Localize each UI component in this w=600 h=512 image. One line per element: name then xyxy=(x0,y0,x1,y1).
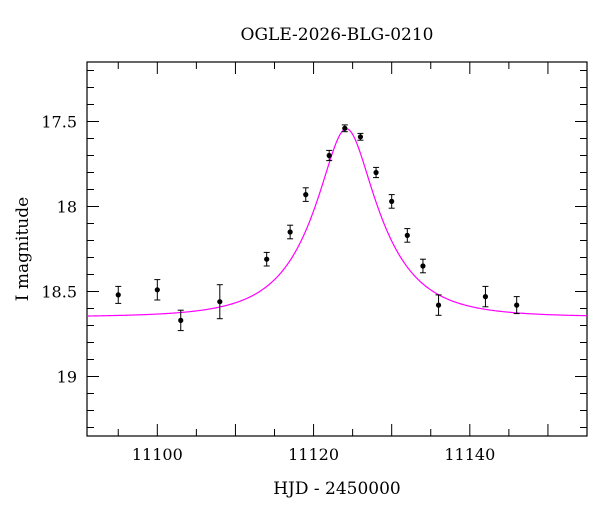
data-point xyxy=(419,258,426,274)
data-point xyxy=(326,149,333,162)
data-point xyxy=(357,132,364,141)
data-point xyxy=(404,228,411,243)
y-tick-label: 17.5 xyxy=(41,113,77,132)
plot-frame xyxy=(86,61,588,437)
data-point xyxy=(287,224,294,240)
y-tick-label: 19 xyxy=(57,368,77,387)
y-tick-label: 18.5 xyxy=(41,283,77,302)
y-tick-label: 18 xyxy=(57,198,77,217)
data-point xyxy=(388,194,395,209)
data-point xyxy=(341,124,348,133)
x-axis-label: HJD - 2450000 xyxy=(273,479,401,499)
data-point xyxy=(216,284,223,320)
model-curve xyxy=(86,128,588,317)
data-point xyxy=(302,187,309,202)
data-point xyxy=(373,166,380,179)
tick-labels: 11100 11120 11140 17.5 18 18.5 19 xyxy=(41,113,495,465)
axis-ticks xyxy=(87,62,588,436)
y-axis-label: I magnitude xyxy=(13,197,33,301)
data-point xyxy=(435,294,442,316)
x-tick-label: 11140 xyxy=(444,445,495,464)
data-point xyxy=(513,296,520,315)
x-tick-label: 11120 xyxy=(288,445,339,464)
data-points xyxy=(115,124,520,332)
chart-title: OGLE-2026-BLG-0210 xyxy=(241,25,434,45)
data-point xyxy=(115,285,122,304)
data-point xyxy=(177,309,184,332)
data-point xyxy=(482,285,489,308)
data-point xyxy=(154,279,161,301)
data-point xyxy=(263,251,270,267)
x-tick-label: 11100 xyxy=(132,445,183,464)
